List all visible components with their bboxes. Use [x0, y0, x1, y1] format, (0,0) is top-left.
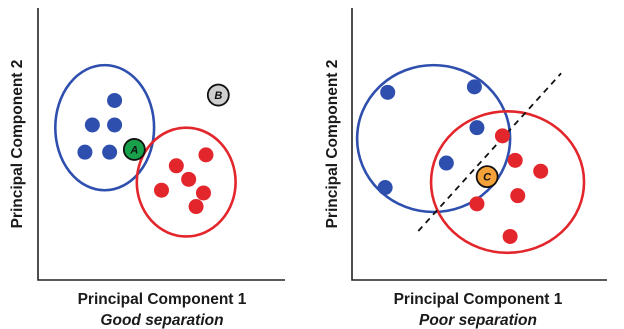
right-caption: Poor separation: [419, 312, 537, 329]
blue-data-point: [107, 117, 123, 133]
right-y-axis-label: Principal Component 2: [324, 60, 341, 229]
decision-boundary-line: [417, 72, 562, 232]
left-caption: Good separation: [100, 312, 223, 329]
left-x-axis-label: Principal Component 1: [78, 291, 247, 308]
left-data-points: [77, 92, 214, 215]
red-data-point: [168, 158, 184, 174]
blue-data-point: [107, 92, 123, 108]
red-data-point: [510, 188, 526, 204]
blue-cluster-ellipse: [355, 63, 512, 214]
blue-data-point: [377, 180, 393, 196]
blue-data-point: [380, 84, 396, 100]
red-data-point: [198, 147, 214, 163]
right-axes: [351, 8, 607, 281]
right-data-points: [377, 79, 549, 244]
red-data-point: [507, 152, 523, 168]
right-cluster-ellipses: [355, 63, 586, 255]
sample-c-marker: [475, 165, 499, 189]
sample-a-marker: [122, 138, 146, 161]
red-data-point: [469, 196, 485, 212]
sample-b-marker: [206, 83, 230, 107]
blue-cluster-ellipse: [53, 63, 156, 192]
red-data-point: [533, 163, 549, 179]
red-data-point: [494, 128, 510, 144]
blue-data-point: [469, 120, 485, 136]
left-cluster-ellipses: [53, 63, 237, 238]
red-data-point: [502, 228, 518, 244]
red-data-point: [188, 199, 204, 215]
red-cluster-ellipse: [135, 126, 237, 238]
sample-a-label: A: [129, 144, 138, 156]
red-data-point: [154, 182, 169, 198]
right-annotations: C: [475, 165, 499, 189]
blue-data-point: [466, 79, 482, 95]
left-axes: [37, 8, 285, 281]
right-separator: [417, 72, 562, 232]
left-y-axis-label: Principal Component 2: [9, 60, 26, 229]
blue-data-point: [102, 144, 118, 160]
panel-good-separation: Principal Component 2 Principal Componen…: [9, 8, 285, 329]
sample-b-label: B: [214, 90, 222, 102]
blue-data-point: [438, 155, 454, 171]
blue-data-point: [84, 117, 100, 133]
sample-c-label: C: [483, 172, 492, 184]
red-data-point: [195, 185, 211, 201]
red-cluster-ellipse: [429, 110, 586, 255]
left-annotations: AB: [122, 83, 230, 161]
red-data-point: [181, 171, 197, 187]
panel-poor-separation: Principal Component 2 Principal Componen…: [324, 8, 607, 329]
right-x-axis-label: Principal Component 1: [394, 291, 563, 308]
blue-data-point: [77, 144, 93, 160]
